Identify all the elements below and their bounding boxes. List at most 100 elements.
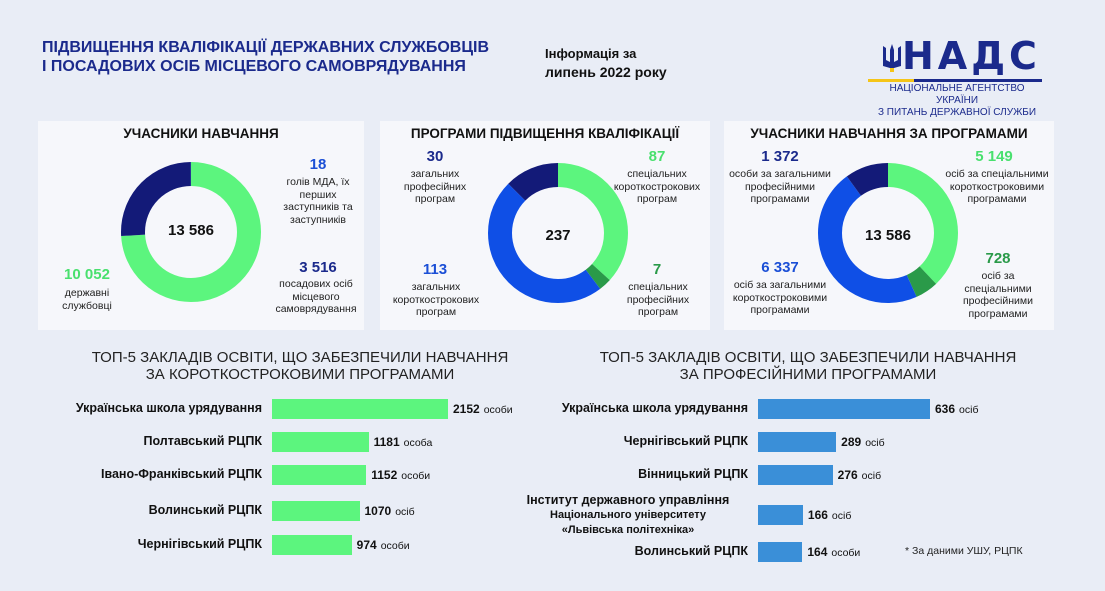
bar-unit: особи [380,540,410,552]
bar-value: 1181 особа [374,435,433,449]
bar-number: 164 [807,545,828,559]
bar-unit: осіб [831,510,852,522]
bar-value: 974 особи [357,538,410,552]
donut-slice-2 [818,163,958,303]
bar-unit: осіб [865,437,885,449]
value-special-short: 87 [648,148,666,165]
programs-donut [488,163,628,303]
bar [272,535,352,555]
value-heads: 18 [309,156,327,173]
bar-value: 164 особи [807,545,860,559]
bar-unit: особи [831,547,861,559]
logo-subtitle: НАЦІОНАЛЬНЕ АГЕНТСТВО УКРАЇНИ З ПИТАНЬ Д… [868,83,1046,119]
bar [272,432,369,452]
logo-word: НАДС [902,34,1041,78]
bar-value: 636 осіб [935,402,978,416]
bar [758,465,833,485]
bar-value: 276 осіб [838,468,881,482]
bar-number: 276 [837,468,858,482]
label-heads: голів МДА, їх перших заступників та заст… [283,176,353,226]
info-line-2: липень 2022 року [545,64,667,80]
bar-label: Українська школа урядування [561,401,748,415]
title-line-2: ЗА ПРОФЕСІЙНИМИ ПРОГРАМАМИ [679,366,937,383]
participants-by-program-panel: УЧАСНИКИ НАВЧАННЯ ЗА ПРОГРАМАМИ 13 586 1… [724,121,1054,330]
title-line-1: ПІДВИЩЕННЯ КВАЛІФІКАЦІЇ ДЕРЖАВНИХ СЛУЖБО… [42,39,490,56]
value-special-short-people: 5 149 [975,148,1013,165]
label-local-officials: посадових осіб місцевого самоврядування [275,278,357,315]
title-line-2: ЗА КОРОТКОСТРОКОВИМИ ПРОГРАМАМИ [145,366,455,383]
donut-slice-3 [488,163,628,303]
bar-label: Інститут державного управління Національн… [508,493,748,538]
panel-title: УЧАСНИКИ НАВЧАННЯ [123,126,279,141]
label-general-short: загальних короткострокових програм [392,281,480,318]
donut-slice-3 [818,163,958,303]
bar-unit: осіб [395,506,415,518]
label-civil-servants: державні службовці [62,287,112,312]
nads-logo: НАДС НАЦІОНАЛЬНЕ АГЕНТСТВО УКРАЇНИ З ПИТ… [868,34,1048,118]
bar-number: 289 [841,435,862,449]
value-general-short-people: 6 337 [761,259,799,276]
donut-total: 13 586 [168,222,214,239]
participants-by-program-donut [818,163,958,303]
bar-label: Івано-Франківський РЦПК [100,467,262,481]
bar-label: Полтавський РЦПК [143,434,262,448]
label-general-prof-people: особи за загальними професійними програм… [729,168,831,205]
label-general-short-people: осіб за загальними короткостроковими про… [732,279,828,316]
programs-panel: ПРОГРАМИ ПІДВИЩЕННЯ КВАЛІФІКАЦІЇ 237 30 … [380,121,710,330]
bar-value: 1070 осіб [365,504,415,518]
bar-number: 166 [807,508,828,522]
bar-label: Чернігівський РЦПК [137,537,262,551]
donut-slice-2 [488,163,628,303]
participants-donut [121,162,261,302]
bar-label: Чернігівський РЦПК [623,434,748,448]
label-special-prof-people: осіб за спеціальними професійними програ… [962,270,1034,320]
donut-total: 13 586 [865,227,911,244]
participants-panel: УЧАСНИКИ НАВЧАННЯ 13 586 18 голів МДА, ї… [38,121,364,330]
title-line-1: ТОП-5 ЗАКЛАДІВ ОСВІТИ, ЩО ЗАБЕЗПЕЧИЛИ НА… [599,349,1017,366]
bar [272,399,448,419]
bar [758,432,837,452]
bar [272,465,367,485]
bar-unit: осіб [959,404,979,416]
value-local-officials: 3 516 [299,259,337,276]
bar-label: Вінницький РЦПК [638,467,748,481]
bar-unit: осіб [861,470,882,482]
page-title: ПІДВИЩЕННЯ КВАЛІФІКАЦІЇ ДЕРЖАВНИХ СЛУЖБО… [42,38,522,76]
bar-value: 166 осіб [808,508,851,522]
label-general-prof: загальних професійних програм [403,168,467,205]
logo-blue-bar [914,79,1042,82]
bar-number: 1152 [371,468,398,482]
label-special-short-people: осіб за спеціальними короткостроковими п… [945,168,1049,205]
value-general-prof-people: 1 372 [761,148,799,165]
bar-unit: особи [401,470,431,482]
bar [758,399,930,419]
bar [758,542,803,562]
bar-label-line: Національного університету [550,508,706,521]
value-civil-servants: 10 052 [64,266,110,283]
value-general-prof: 30 [426,148,444,165]
title-line-1: ТОП-5 ЗАКЛАДІВ ОСВІТИ, ЩО ЗАБЕЗПЕЧИЛИ НА… [91,349,509,366]
bar-number: 636 [935,402,956,416]
panel-title: УЧАСНИКИ НАВЧАННЯ ЗА ПРОГРАМАМИ [750,126,1028,141]
logo-yellow-bar [868,79,914,82]
value-general-short: 113 [422,261,448,278]
bar-unit: особи [483,404,513,416]
logo-sub-line-2: З ПИТАНЬ ДЕРЖАВНОЇ СЛУЖБИ [877,107,1037,118]
bar [272,501,360,521]
label-special-prof: спеціальних професійних програм [626,281,690,318]
trident-icon [883,44,901,72]
panel-title: ПРОГРАМИ ПІДВИЩЕННЯ КВАЛІФІКАЦІЇ [410,126,680,141]
value-special-prof-people: 728 [985,250,1011,267]
bar-value: 289 осіб [841,435,884,449]
bar-number: 1181 [373,435,400,449]
bar-label: Волинський РЦПК [634,544,748,558]
prof-programs-title: ТОП-5 ЗАКЛАДІВ ОСВІТИ, ЩО ЗАБЕЗПЕЧИЛИ НА… [568,349,1048,383]
donut-slice-1 [121,162,261,302]
bar-label: Волинський РЦПК [148,503,262,517]
logo-sub-line-1: НАЦІОНАЛЬНЕ АГЕНТСТВО УКРАЇНИ [889,83,1025,106]
bar-value: 1152 особи [371,468,430,482]
bar-label: Українська школа урядування [75,401,262,415]
bar-label-line: Інститут державного управління [526,492,730,507]
bar-unit: особа [403,437,433,449]
bar-value: 2152 особи [453,402,513,416]
